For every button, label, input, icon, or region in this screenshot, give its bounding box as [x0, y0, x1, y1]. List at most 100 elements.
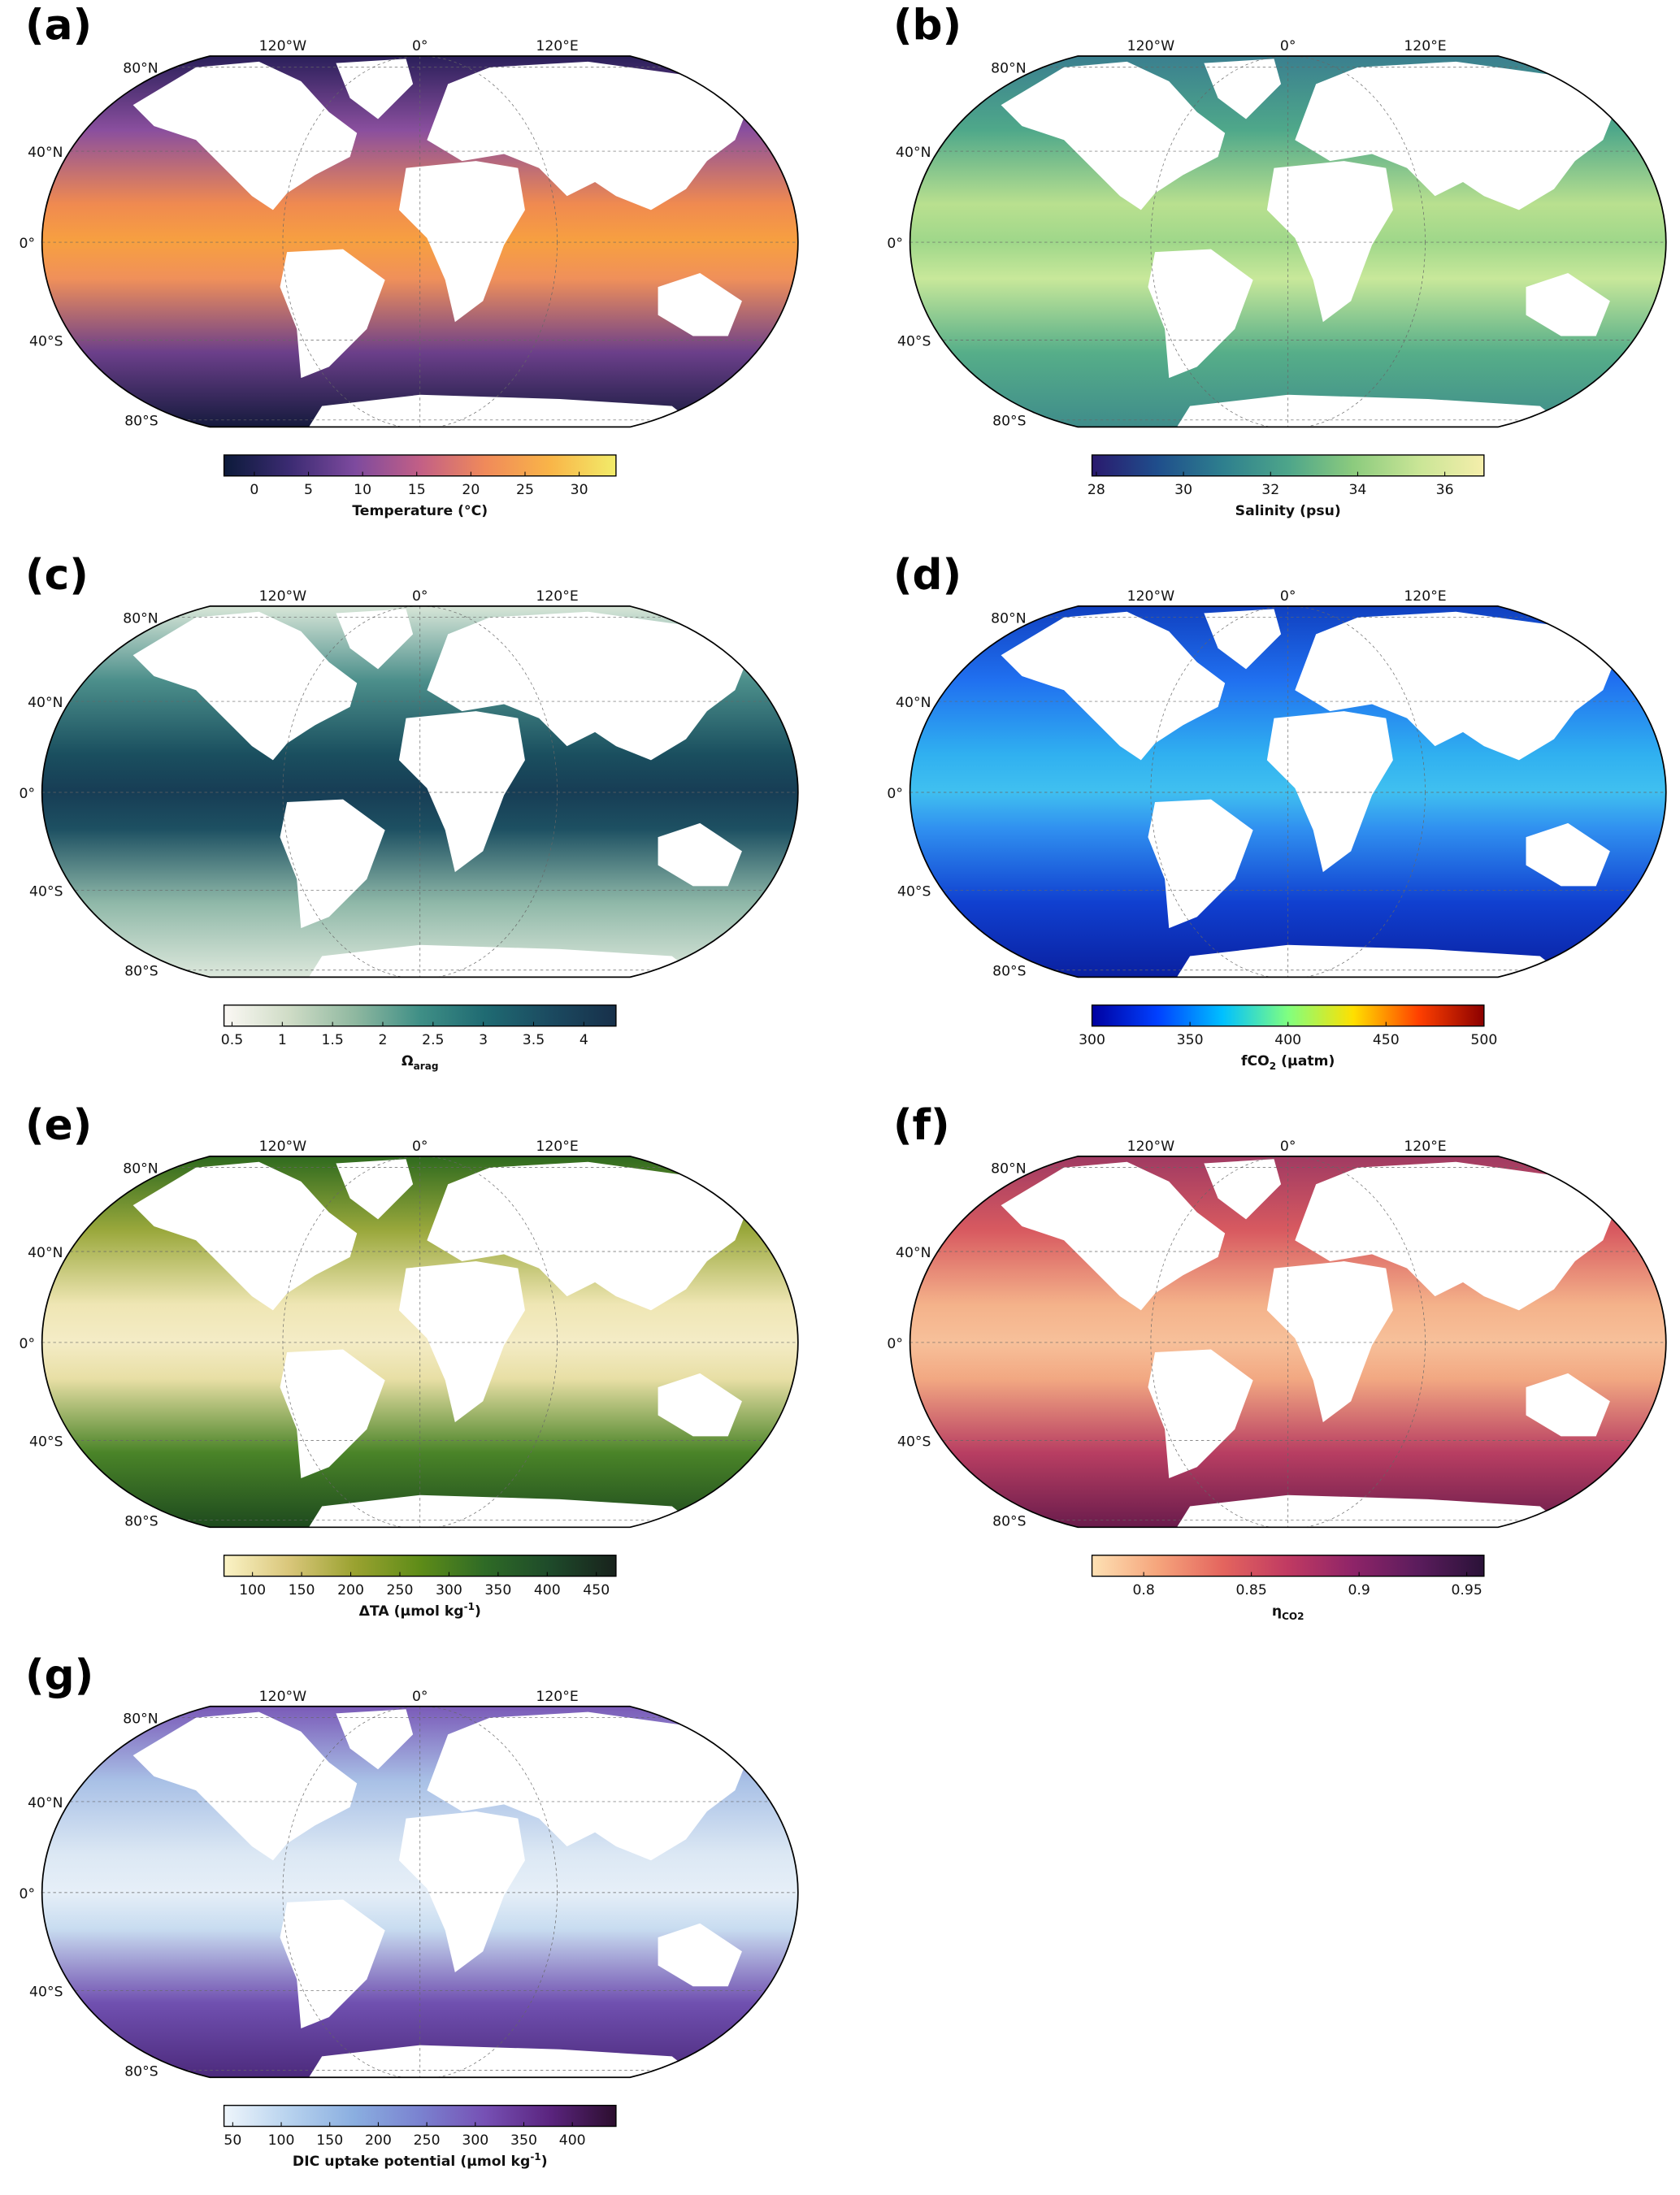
colorbar-tick-label: 0.85	[1235, 1582, 1266, 1599]
colorbar-tick-label: 10	[354, 482, 371, 498]
panel-label: (d)	[893, 551, 962, 600]
lat-label: 0°	[887, 1336, 903, 1352]
panel-label: (e)	[25, 1101, 92, 1150]
lon-label: 120°E	[1404, 1139, 1446, 1155]
lon-label: 120°E	[1404, 588, 1446, 605]
lat-label: 80°N	[123, 1161, 158, 1178]
lat-label: 80°N	[991, 1161, 1026, 1178]
colorbar-tick-label: 3.5	[523, 1032, 545, 1048]
colorbar-tick-label: 2.5	[422, 1032, 444, 1048]
lat-label: 40°N	[896, 695, 931, 711]
label-part: arag	[414, 1061, 439, 1072]
colorbar	[1091, 1555, 1485, 1577]
colorbar	[223, 1555, 617, 1577]
colorbar-tick-label: 36	[1436, 482, 1454, 498]
colorbar-tick-label: 15	[408, 482, 426, 498]
label-part: 2	[1270, 1061, 1276, 1072]
label-part: (μatm)	[1276, 1053, 1335, 1069]
lon-label: 120°W	[259, 1139, 307, 1155]
lon-label: 0°	[412, 1139, 428, 1155]
map-outline	[909, 55, 1667, 428]
colorbar-tick-label: 100	[239, 1582, 266, 1599]
lon-label: 120°E	[536, 1689, 578, 1705]
colorbar-tick-label: 20	[462, 482, 480, 498]
panel-label: (g)	[25, 1651, 93, 1700]
colorbar-tick-label: 250	[414, 2132, 441, 2149]
label-part: -1	[464, 1601, 475, 1612]
lon-label: 0°	[412, 38, 428, 54]
panel: (f) 120°W 0° 120°E 80°N 40°N 0° 40°S 80°S 0.8 0.85…	[887, 1101, 1667, 1622]
lat-label: 80°N	[123, 611, 158, 627]
lat-label: 80°S	[124, 964, 158, 980]
colorbar-tick-label: 400	[559, 2132, 586, 2149]
meridian	[282, 1156, 558, 1528]
lat-label: 40°S	[29, 1434, 63, 1450]
meridian	[282, 1706, 558, 2078]
colorbar-label: Temperature (°C)	[352, 503, 488, 519]
colorbar-label: ΔTA (μmol kg-1)	[359, 1601, 481, 1620]
colorbar-tick-label: 0.8	[1132, 1582, 1154, 1599]
lat-label: 40°N	[28, 695, 63, 711]
colorbar-tick-label: 4	[580, 1032, 588, 1048]
lon-label: 120°W	[1127, 588, 1175, 605]
colorbar-tick-label: 3	[479, 1032, 488, 1048]
colorbar-tick-label: 100	[268, 2132, 295, 2149]
lat-label: 40°S	[29, 334, 63, 350]
lat-label: 40°N	[896, 1245, 931, 1261]
label-part: )	[475, 1603, 481, 1620]
panel: (d) 120°W 0° 120°E 80°N 40°N 0° 40°S 80°S 300 350 4…	[887, 551, 1667, 1072]
lon-label: 0°	[1280, 588, 1296, 605]
label-part: fCO	[1241, 1053, 1270, 1069]
colorbar	[223, 2105, 617, 2128]
colorbar-tick-label: 350	[1177, 1032, 1204, 1048]
lon-label: 120°W	[259, 1689, 307, 1705]
colorbar-tick-label: 0.95	[1451, 1582, 1482, 1599]
colorbar-tick-label: 250	[387, 1582, 414, 1599]
label-part: )	[541, 2154, 548, 2170]
colorbar-tick-label: 300	[462, 2132, 488, 2149]
lon-label: 0°	[412, 1689, 428, 1705]
lat-label: 80°S	[992, 964, 1026, 980]
colorbar-tick-label: 350	[510, 2132, 537, 2149]
panel: (a) 120°W 0° 120°E 80°N 40°N 0° 40°S 80°S 0 5 10 15 2…	[19, 1, 799, 519]
colorbar-tick-label: 30	[1174, 482, 1192, 498]
label-part: η	[1272, 1603, 1282, 1620]
map	[41, 1706, 798, 2078]
map-outline	[41, 55, 799, 428]
colorbar	[1091, 454, 1485, 477]
lat-label: 0°	[887, 786, 903, 802]
colorbar-tick-label: 50	[224, 2132, 241, 2149]
colorbar-label: Ωarag	[402, 1053, 438, 1072]
lat-label: 0°	[19, 236, 35, 252]
panel: (e) 120°W 0° 120°E 80°N 40°N 0° 40°S 80°S 100 150 2…	[19, 1101, 799, 1620]
lat-label: 40°S	[897, 1434, 931, 1450]
lat-label: 40°S	[29, 1984, 63, 2000]
map-outline	[41, 605, 799, 978]
colorbar-tick-label: 34	[1348, 482, 1366, 498]
lat-label: 80°S	[992, 1514, 1026, 1530]
lon-label: 0°	[1280, 1139, 1296, 1155]
lon-label: 120°W	[1127, 1139, 1175, 1155]
colorbar-label: DIC uptake potential (μmol kg-1)	[293, 2151, 548, 2170]
lat-label: 0°	[19, 786, 35, 802]
lon-label: 120°W	[1127, 38, 1175, 54]
colorbar-tick-label: 300	[436, 1582, 462, 1599]
lon-label: 120°E	[1404, 38, 1446, 54]
colorbar-label: ηCO2	[1272, 1603, 1304, 1622]
lat-label: 0°	[887, 236, 903, 252]
lat-label: 80°S	[124, 414, 158, 430]
meridian	[1150, 605, 1426, 978]
colorbar-tick-label: 400	[534, 1582, 561, 1599]
lat-label: 40°S	[29, 883, 63, 900]
panel-label: (c)	[25, 551, 89, 600]
lon-label: 0°	[412, 588, 428, 605]
colorbar-tick-label: 30	[571, 482, 588, 498]
lat-label: 80°N	[991, 61, 1026, 77]
lat-label: 40°N	[28, 145, 63, 161]
panel: (g) 120°W 0° 120°E 80°N 40°N 0° 40°S 80°S 50 100 15…	[19, 1651, 799, 2170]
lon-label: 120°E	[536, 38, 578, 54]
colorbar-tick-label: 450	[583, 1582, 610, 1599]
colorbar-tick-label: 0.5	[221, 1032, 243, 1048]
colorbar-tick-label: 400	[1274, 1032, 1301, 1048]
